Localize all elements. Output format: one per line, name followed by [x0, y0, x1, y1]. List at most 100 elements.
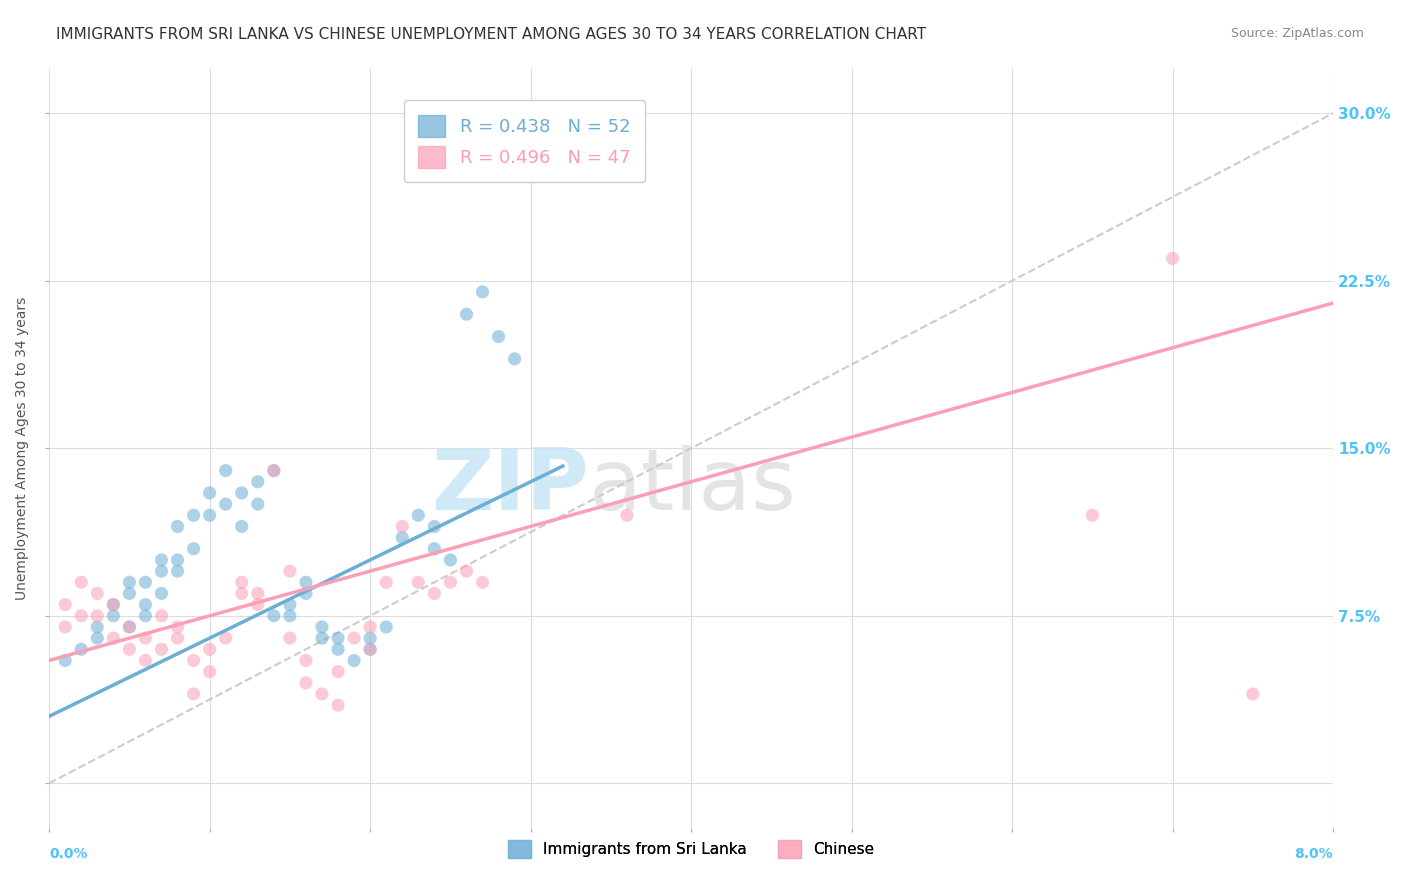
- Point: [183, 541, 205, 556]
- Point: [86, 620, 108, 634]
- Point: [150, 553, 173, 567]
- Point: [246, 475, 269, 489]
- Point: [343, 631, 366, 645]
- Point: [423, 586, 446, 600]
- Point: [198, 486, 221, 500]
- Point: [118, 586, 141, 600]
- Point: [134, 631, 156, 645]
- Point: [295, 586, 318, 600]
- Point: [311, 631, 333, 645]
- Point: [166, 564, 188, 578]
- Text: 8.0%: 8.0%: [1295, 847, 1333, 861]
- Point: [519, 162, 541, 177]
- Point: [263, 464, 285, 478]
- Point: [408, 508, 430, 523]
- Point: [103, 598, 125, 612]
- Point: [456, 564, 478, 578]
- Point: [278, 631, 301, 645]
- Text: 0.0%: 0.0%: [49, 847, 87, 861]
- Point: [423, 541, 446, 556]
- Point: [503, 351, 526, 366]
- Point: [246, 497, 269, 511]
- Point: [118, 575, 141, 590]
- Point: [439, 553, 461, 567]
- Point: [198, 508, 221, 523]
- Point: [53, 598, 76, 612]
- Point: [295, 675, 318, 690]
- Point: [471, 575, 494, 590]
- Point: [488, 329, 510, 343]
- Point: [86, 586, 108, 600]
- Y-axis label: Unemployment Among Ages 30 to 34 years: Unemployment Among Ages 30 to 34 years: [15, 297, 30, 600]
- Point: [375, 620, 398, 634]
- Point: [408, 575, 430, 590]
- Point: [231, 486, 253, 500]
- Point: [391, 531, 413, 545]
- Point: [198, 642, 221, 657]
- Point: [134, 598, 156, 612]
- Point: [456, 307, 478, 321]
- Point: [103, 608, 125, 623]
- Point: [326, 698, 349, 713]
- Point: [183, 508, 205, 523]
- Point: [295, 575, 318, 590]
- Point: [1241, 687, 1264, 701]
- Point: [215, 497, 238, 511]
- Point: [150, 564, 173, 578]
- Point: [86, 608, 108, 623]
- Point: [359, 642, 381, 657]
- Point: [359, 631, 381, 645]
- Point: [263, 608, 285, 623]
- Point: [215, 464, 238, 478]
- Point: [326, 631, 349, 645]
- Point: [343, 653, 366, 667]
- Point: [231, 519, 253, 533]
- Point: [70, 575, 93, 590]
- Point: [295, 653, 318, 667]
- Point: [150, 608, 173, 623]
- Point: [166, 631, 188, 645]
- Point: [359, 620, 381, 634]
- Point: [103, 598, 125, 612]
- Point: [391, 519, 413, 533]
- Text: IMMIGRANTS FROM SRI LANKA VS CHINESE UNEMPLOYMENT AMONG AGES 30 TO 34 YEARS CORR: IMMIGRANTS FROM SRI LANKA VS CHINESE UNE…: [56, 27, 927, 42]
- Point: [278, 598, 301, 612]
- Point: [375, 575, 398, 590]
- Legend: Immigrants from Sri Lanka, Chinese: Immigrants from Sri Lanka, Chinese: [501, 832, 882, 866]
- Point: [198, 665, 221, 679]
- Point: [166, 553, 188, 567]
- Point: [311, 687, 333, 701]
- Text: atlas: atlas: [589, 445, 796, 528]
- Point: [278, 564, 301, 578]
- Point: [359, 642, 381, 657]
- Point: [246, 586, 269, 600]
- Point: [278, 608, 301, 623]
- Point: [150, 586, 173, 600]
- Point: [134, 608, 156, 623]
- Point: [70, 608, 93, 623]
- Text: Source: ZipAtlas.com: Source: ZipAtlas.com: [1230, 27, 1364, 40]
- Point: [118, 642, 141, 657]
- Point: [86, 631, 108, 645]
- Point: [166, 620, 188, 634]
- Point: [215, 631, 238, 645]
- Point: [183, 653, 205, 667]
- Point: [53, 653, 76, 667]
- Point: [263, 464, 285, 478]
- Point: [70, 642, 93, 657]
- Point: [439, 575, 461, 590]
- Point: [231, 586, 253, 600]
- Point: [246, 598, 269, 612]
- Point: [326, 665, 349, 679]
- Point: [134, 575, 156, 590]
- Point: [1161, 252, 1184, 266]
- Text: ZIP: ZIP: [430, 445, 589, 528]
- Point: [118, 620, 141, 634]
- Point: [231, 575, 253, 590]
- Point: [423, 519, 446, 533]
- Point: [1081, 508, 1104, 523]
- Point: [616, 508, 638, 523]
- Point: [53, 620, 76, 634]
- Point: [326, 642, 349, 657]
- Point: [183, 687, 205, 701]
